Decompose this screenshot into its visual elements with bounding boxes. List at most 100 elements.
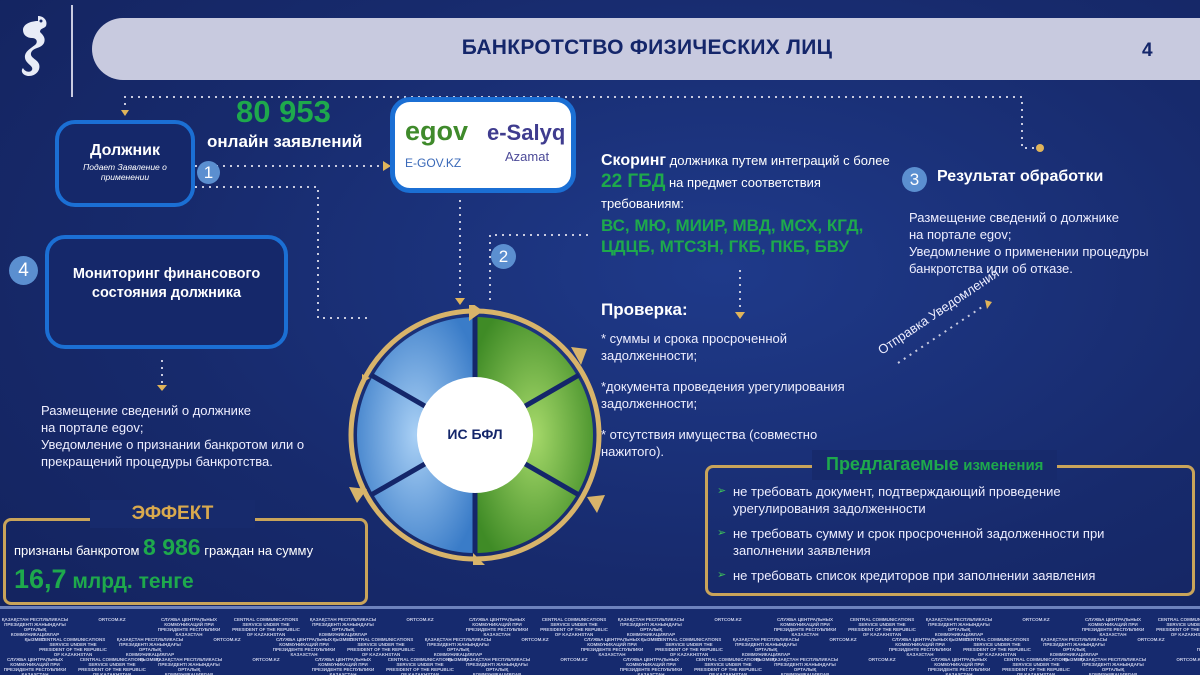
footer-watermark-text: ҚАЗАҚСТАН РЕСПУБЛИКАСЫ ПРЕЗИДЕНТІ ЖАНЫНД… — [617, 617, 685, 642]
monitoring-result-line: на портале egov; — [41, 420, 144, 435]
scoring-text-1: должника путем интеграций с более — [666, 153, 890, 168]
esalyq-subtitle: Azamat — [505, 149, 550, 164]
footer-watermark-text: ҚАЗАҚСТАН РЕСПУБЛИКАСЫ ПРЕЗИДЕНТІ ЖАНЫНД… — [1040, 637, 1108, 662]
monitoring-box: Мониторинг финансового состояния должник… — [45, 235, 288, 349]
proposed-item: не требовать сумму и срок просроченной з… — [717, 525, 1137, 559]
footer-watermark-text: ҚАЗАҚСТАН РЕСПУБЛИКАСЫ ПРЕЗИДЕНТІ ЖАНЫНД… — [1079, 657, 1147, 675]
wheel-blue-half — [357, 317, 475, 553]
result-line: банкротства или об отказе. — [909, 261, 1073, 276]
footer-watermark-text: ORTCOM.KZ — [1176, 657, 1200, 662]
footer-watermark-text: ORTCOM.KZ — [1137, 637, 1165, 642]
step-3-badge: 3 — [902, 167, 927, 192]
footer-watermark-text: ҚАЗАҚСТАН РЕСПУБЛИКАСЫ ПРЕЗИДЕНТІ ЖАНЫНД… — [155, 657, 223, 675]
proposed-list: не требовать документ, подтверждающий пр… — [717, 483, 1137, 592]
footer-watermark: ҚАЗАҚСТАН РЕСПУБЛИКАСЫ ПРЕЗИДЕНТІ ЖАНЫНД… — [0, 606, 1200, 675]
bankrupt-count: 8 986 — [143, 534, 201, 560]
egov-logo: egov — [405, 116, 469, 146]
scoring-highlight: 22 ГБД — [601, 171, 666, 192]
scoring-text: Скоринг должника путем интеграций с боле… — [601, 150, 891, 214]
scoring-bold: Скоринг — [601, 152, 667, 169]
footer-watermark-text: ORTCOM.KZ — [252, 657, 280, 662]
proposed-title: Предлагаемые изменения — [812, 450, 1058, 480]
monitoring-result-line: Размещение сведений о должнике — [41, 403, 252, 418]
effect-text-2: граждан на сумму — [200, 543, 314, 558]
footer-watermark-text: ҚАЗАҚСТАН РЕСПУБЛИКАСЫ ПРЕЗИДЕНТІ ЖАНЫНД… — [424, 637, 492, 662]
result-line: Размещение сведений о должнике — [909, 210, 1120, 225]
footer-watermark-text: CENTRAL COMMUNICATIONS SERVICE UNDER THE… — [39, 637, 107, 657]
wheel-center — [417, 377, 533, 493]
footer-watermark-text: CENTRAL COMMUNICATIONS SERVICE UNDER THE… — [694, 657, 762, 675]
footer-watermark-text: ORTCOM.KZ — [213, 637, 241, 642]
effect-text: признаны банкротом 8 986 граждан на сумм… — [14, 534, 313, 561]
footer-watermark-text: СЛУЖБА ЦЕНТРАЛЬНЫХ КОММУНИКАЦИЙ ПРИ ПРЕЗ… — [888, 637, 952, 657]
monitoring-result-line: Уведомление о признании банкротом или о — [41, 437, 305, 452]
agencies-list: ВС, МЮ, МИИР, МВД, МСХ, КГД, ЦДЦБ, МТСЗН… — [601, 216, 864, 256]
effect-label: ЭФФЕКТ — [90, 500, 255, 528]
scoring-text-2: на предмет соответствия требованиям: — [601, 175, 821, 211]
effect-amount: 16,7 млрд. тенге — [14, 564, 194, 595]
debtor-subtitle: Подает Заявление о применении — [83, 162, 167, 182]
result-text: Размещение сведений о должнике на портал… — [909, 209, 1149, 277]
step-1-badge: 1 — [197, 161, 220, 184]
footer-watermark-text: СЛУЖБА ЦЕНТРАЛЬНЫХ КОММУНИКАЦИЙ ПРИ ПРЕЗ… — [3, 657, 67, 675]
footer-watermark-text: ORTCOM.KZ — [521, 637, 549, 642]
step-4-badge: 4 — [9, 256, 38, 285]
footer-watermark-text: ҚАЗАҚСТАН РЕСПУБЛИКАСЫ ПРЕЗИДЕНТІ ЖАНЫНД… — [309, 617, 377, 642]
footer-watermark-text: СЛУЖБА ЦЕНТРАЛЬНЫХ КОММУНИКАЦИЙ ПРИ ПРЕЗ… — [1081, 617, 1145, 637]
footer-watermark-text: CENTRAL COMMUNICATIONS SERVICE UNDER THE… — [655, 637, 723, 657]
wheel-arrow-icon — [587, 495, 605, 513]
debtor-title: Должник — [90, 142, 160, 159]
proposed-item: не требовать список кредиторов при запол… — [717, 567, 1137, 584]
result-title: Результат обработки — [937, 168, 1104, 185]
footer-watermark-text: ORTCOM.KZ — [560, 657, 588, 662]
footer-watermark-text: ORTCOM.KZ — [829, 637, 857, 642]
page-number: 4 — [1142, 40, 1153, 61]
check-item: * суммы и срока просроченной задолженнос… — [601, 331, 788, 363]
footer-watermark-text: ORTCOM.KZ — [406, 617, 434, 622]
result-line: Уведомление о применении процедуры — [909, 244, 1149, 259]
header-bar — [92, 18, 1200, 80]
wheel-arrow-icon — [349, 487, 367, 503]
footer-watermark-text: СЛУЖБА ЦЕНТРАЛЬНЫХ КОММУНИКАЦИЙ ПРИ ПРЕЗ… — [311, 657, 375, 675]
footer-watermark-text: ҚАЗАҚСТАН РЕСПУБЛИКАСЫ ПРЕЗИДЕНТІ ЖАНЫНД… — [1, 617, 69, 642]
footer-watermark-text: CENTRAL COMMUNICATIONS SERVICE UNDER THE… — [540, 617, 608, 637]
footer-watermark-text: CENTRAL COMMUNICATIONS SERVICE UNDER THE… — [848, 617, 916, 637]
footer-watermark-text: СЛУЖБА ЦЕНТРАЛЬНЫХ КОММУНИКАЦИЙ ПРИ ПРЕЗ… — [272, 637, 336, 657]
footer-watermark-text: ҚАЗАҚСТАН РЕСПУБЛИКАСЫ ПРЕЗИДЕНТІ ЖАНЫНД… — [463, 657, 531, 675]
footer-watermark-text: ORTCOM.KZ — [868, 657, 896, 662]
wheel-arrow-icon — [469, 305, 483, 321]
header-divider — [71, 5, 73, 97]
footer-watermark-text: ORTCOM.KZ — [714, 617, 742, 622]
footer-watermark-text: ORTCOM.KZ — [1022, 617, 1050, 622]
esalyq-logo: e-Salyq — [487, 120, 566, 145]
debtor-box: Должник Подает Заявление о применении — [55, 120, 195, 207]
footer-watermark-text: CENTRAL COMMUNICATIONS SERVICE UNDER THE… — [963, 637, 1031, 657]
connector-result-to-debtor — [124, 96, 1038, 149]
amount-value: 16,7 — [14, 564, 67, 594]
footer-watermark-text: СЛУЖБА ЦЕНТРАЛЬНЫХ КОММУНИКАЦИЙ ПРИ ПРЕЗ… — [927, 657, 991, 675]
footer-watermark-text: CENTRAL COMMUNICATIONS SERVICE UNDER THE… — [1156, 617, 1200, 637]
footer-watermark-text: CENTRAL COMMUNICATIONS SERVICE UNDER THE… — [386, 657, 454, 675]
footer-watermark-text: ҚАЗАҚСТАН РЕСПУБЛИКАСЫ ПРЕЗИДЕНТІ ЖАНЫНД… — [771, 657, 839, 675]
footer-watermark-text: ҚАЗАҚСТАН РЕСПУБЛИКАСЫ ПРЕЗИДЕНТІ ЖАНЫНД… — [925, 617, 993, 642]
footer-watermark-text: ORTCOM.KZ — [98, 617, 126, 622]
footer-watermark-text: ҚАЗАҚСТАН РЕСПУБЛИКАСЫ ПРЕЗИДЕНТІ ЖАНЫНД… — [116, 637, 184, 662]
wheel-green-half — [475, 317, 593, 553]
egov-domain: E-GOV.KZ — [405, 156, 462, 170]
check-item: * отсутствия имущества (совместно нажито… — [601, 427, 818, 459]
egov-portal-box[interactable]: egov E-GOV.KZ e-Salyq Azamat — [390, 97, 576, 193]
applications-count: 80 953 — [236, 94, 331, 129]
footer-watermark-text: СЛУЖБА ЦЕНТРАЛЬНЫХ КОММУНИКАЦИЙ ПРИ ПРЕЗ… — [773, 617, 837, 637]
page-title: БАНКРОТСТВО ФИЗИЧЕСКИХ ЛИЦ — [461, 36, 833, 59]
monitoring-result-text: Размещение сведений о должнике на портал… — [41, 402, 304, 470]
wheel-arrow-icon — [473, 553, 485, 565]
proposed-title-rest: изменения — [963, 457, 1044, 474]
snow-leopard-logo — [21, 16, 47, 76]
monitoring-result-line: прекращений процедуры банкротства. — [41, 454, 273, 469]
footer-watermark-text: CENTRAL COMMUNICATIONS SERVICE UNDER THE… — [232, 617, 300, 637]
footer-watermark-text: СЛУЖБА ЦЕНТРАЛЬНЫХ КОММУНИКАЦИЙ ПРИ ПРЕЗ… — [465, 617, 529, 637]
is-bfl-wheel — [348, 305, 605, 565]
check-list: * суммы и срока просроченной задолженнос… — [601, 330, 881, 460]
footer-watermark-text: СЛУЖБА ЦЕНТРАЛЬНЫХ КОММУНИКАЦИЙ ПРИ ПРЕЗ… — [619, 657, 683, 675]
